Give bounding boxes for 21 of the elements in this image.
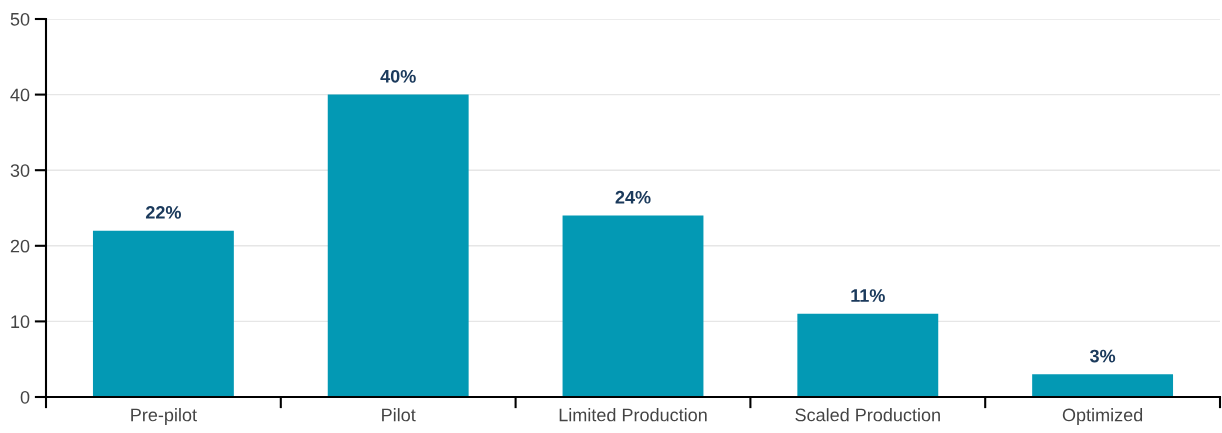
data-label: 22% (145, 205, 181, 219)
bar (92, 230, 234, 397)
data-label: 11% (851, 289, 885, 302)
y-tick-label: 30 (10, 164, 30, 177)
x-tick-label: Pilot (382, 408, 416, 422)
y-tick-label: 40 (10, 88, 30, 102)
x-tick-label: Limited Production (559, 408, 707, 422)
y-tick-label: 10 (11, 315, 30, 329)
x-tick-label: Scaled Production (795, 408, 940, 422)
data-label: 3% (1089, 349, 1116, 363)
bar (1032, 374, 1174, 397)
bar (797, 313, 939, 397)
x-tick-label: Pre-pilot (131, 408, 197, 425)
x-tick-label: Optimized (1062, 408, 1143, 425)
y-tick-label: 20 (10, 239, 30, 253)
bar (327, 94, 469, 397)
bar (562, 215, 704, 397)
data-label: 24% (615, 190, 651, 204)
y-tick-label: 50 (10, 12, 30, 26)
data-label: 40% (380, 69, 416, 83)
y-tick-label: 0 (20, 390, 30, 404)
